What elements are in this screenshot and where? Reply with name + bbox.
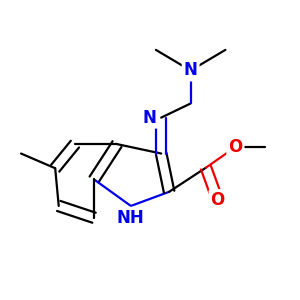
Text: N: N [184,61,198,80]
Text: NH: NH [117,209,145,227]
Text: O: O [211,191,225,209]
Text: O: O [228,138,242,156]
Text: N: N [142,109,156,127]
